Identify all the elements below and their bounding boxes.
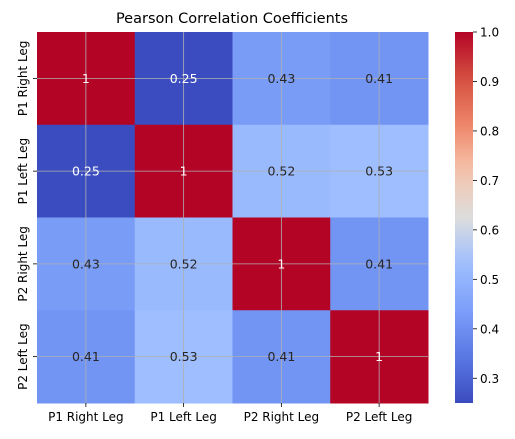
y-tick-label: P2 Left Leg	[16, 323, 30, 390]
cell-value-label: 0.52	[267, 164, 295, 179]
cell-value-label: 0.53	[170, 349, 198, 364]
y-tick-label: P1 Left Leg	[16, 138, 30, 205]
cell-value-label: 1	[82, 71, 90, 86]
colorbar-tick-label: 0.4	[480, 322, 499, 336]
x-axis: P1 Right Leg P1 Left Leg P2 Right Leg P2 Le…	[48, 403, 412, 424]
x-tick-label: P1 Right Leg	[48, 410, 124, 424]
colorbar-tick-label: 0.5	[480, 273, 499, 287]
cell-value-label: 0.41	[365, 71, 393, 86]
cell-value-label: 1	[277, 256, 285, 271]
cell-value-label: 0.43	[267, 71, 295, 86]
cell-value-label: 0.41	[365, 256, 393, 271]
y-axis: P1 Right Leg P1 Left Leg P2 Right Leg P2 Le…	[16, 41, 37, 390]
cell-value-label: 0.25	[170, 71, 198, 86]
colorbar: 0.3 0.4 0.5 0.6 0.7 0.8 0.9 1.0	[455, 26, 499, 403]
colorbar-tick-label: 0.3	[480, 372, 499, 386]
cell-value-label: 0.43	[72, 256, 100, 271]
colorbar-tick-label: 0.7	[480, 174, 499, 188]
x-tick-label: P2 Right Leg	[244, 410, 320, 424]
y-tick-label: P2 Right Leg	[16, 226, 30, 302]
cell-value-label: 0.52	[170, 256, 198, 271]
colorbar-tick-label: 1.0	[480, 26, 499, 40]
cell-value-label: 0.53	[365, 164, 393, 179]
cell-value-label: 0.41	[72, 349, 100, 364]
cell-value-label: 0.41	[267, 349, 295, 364]
cell-value-label: 0.25	[72, 164, 100, 179]
chart-title: Pearson Correlation Coefficients	[116, 11, 348, 27]
cell-value-label: 1	[180, 164, 188, 179]
y-tick-label: P1 Right Leg	[16, 41, 30, 117]
grid-lines	[37, 32, 428, 403]
heatmap-cells	[37, 32, 429, 404]
colorbar-tick-label: 0.9	[480, 75, 499, 89]
cell-value-labels: 1 0.25 0.43 0.41 0.25 1 0.52 0.53 0.43 0.52 1 0.41 0…	[72, 71, 393, 364]
colorbar-tick-label: 0.6	[480, 223, 499, 237]
colorbar-tick-label: 0.8	[480, 124, 499, 138]
cell-value-label: 1	[375, 349, 383, 364]
x-tick-label: P1 Left Leg	[150, 410, 217, 424]
x-tick-label: P2 Left Leg	[346, 410, 413, 424]
colorbar-gradient	[455, 32, 473, 403]
